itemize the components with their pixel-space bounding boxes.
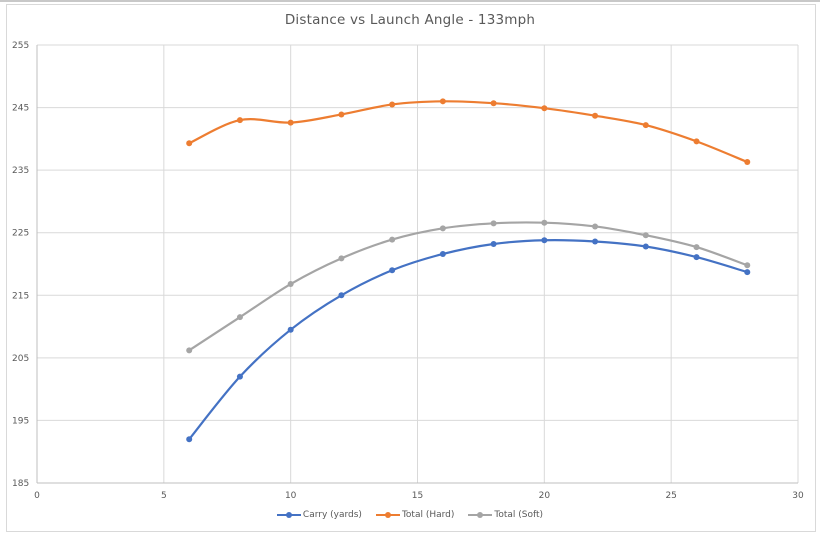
data-point-marker[interactable] <box>592 238 599 245</box>
series-line <box>188 238 748 440</box>
x-tick-label: 10 <box>285 491 297 501</box>
data-point-marker[interactable] <box>186 140 193 147</box>
chart-area[interactable] <box>6 4 816 532</box>
data-point-marker[interactable] <box>338 292 345 299</box>
data-point-marker[interactable] <box>693 138 700 145</box>
data-point-marker[interactable] <box>693 244 700 251</box>
legend-item[interactable]: Total (Hard) <box>375 510 455 520</box>
legend-label: Total (Soft) <box>494 510 544 520</box>
data-point-marker[interactable] <box>642 122 649 129</box>
series-line <box>188 100 748 164</box>
data-point-marker[interactable] <box>236 373 243 380</box>
x-axis-tick-labels: 0 5 10 15 20 25 30 <box>34 491 804 501</box>
data-point-marker[interactable] <box>693 254 700 261</box>
data-point-marker[interactable] <box>186 347 193 354</box>
data-point-marker[interactable] <box>541 105 548 112</box>
series-carry-yards[interactable] <box>186 237 751 443</box>
data-point-marker[interactable] <box>439 250 446 257</box>
data-point-marker[interactable] <box>389 236 396 243</box>
data-point-marker[interactable] <box>439 225 446 232</box>
data-point-marker[interactable] <box>490 240 497 247</box>
legend-line-marker-icon <box>276 512 301 518</box>
y-tick-label: 245 <box>12 104 29 114</box>
x-tick-label: 30 <box>792 491 804 501</box>
data-point-marker[interactable] <box>744 269 751 276</box>
data-point-marker[interactable] <box>389 267 396 274</box>
series-total-soft[interactable] <box>186 219 751 354</box>
y-tick-label: 195 <box>12 416 29 426</box>
y-tick-label: 185 <box>12 479 29 489</box>
legend-line-marker-icon <box>468 512 493 518</box>
data-point-marker[interactable] <box>287 281 294 288</box>
data-point-marker[interactable] <box>236 117 243 124</box>
x-tick-label: 20 <box>539 491 551 501</box>
legend-item[interactable]: Carry (yards) <box>276 510 362 520</box>
data-point-marker[interactable] <box>236 314 243 321</box>
x-tick-label: 15 <box>412 491 423 501</box>
data-point-marker[interactable] <box>287 326 294 333</box>
series-total-hard[interactable] <box>186 98 751 166</box>
data-point-marker[interactable] <box>592 223 599 230</box>
window-top-edge <box>0 0 820 2</box>
legend-line-marker-icon <box>375 512 400 518</box>
data-point-marker[interactable] <box>744 262 751 269</box>
data-point-marker[interactable] <box>642 232 649 239</box>
data-point-marker[interactable] <box>186 436 193 443</box>
y-tick-label: 225 <box>12 229 29 239</box>
y-tick-label: 235 <box>12 166 29 176</box>
data-point-marker[interactable] <box>541 219 548 226</box>
x-tick-label: 0 <box>34 491 40 501</box>
data-point-marker[interactable] <box>744 159 751 166</box>
data-point-marker[interactable] <box>642 243 649 250</box>
data-point-marker[interactable] <box>490 100 497 107</box>
chart-title: Distance vs Launch Angle - 133mph <box>284 12 536 28</box>
legend-label: Carry (yards) <box>302 510 362 520</box>
data-point-marker[interactable] <box>338 255 345 262</box>
data-point-marker[interactable] <box>389 101 396 108</box>
y-tick-label: 255 <box>12 41 29 51</box>
data-point-marker[interactable] <box>338 111 345 118</box>
legend-label: Total (Hard) <box>401 510 455 520</box>
y-tick-label: 205 <box>12 354 29 364</box>
x-tick-label: 25 <box>665 491 676 501</box>
y-axis-tick-labels: 185 195 205 215 225 235 245 255 <box>12 41 29 489</box>
data-point-marker[interactable] <box>592 112 599 119</box>
data-point-marker[interactable] <box>439 98 446 105</box>
series-line <box>188 221 748 352</box>
data-point-marker[interactable] <box>287 119 294 126</box>
gridlines <box>36 44 799 484</box>
y-tick-label: 215 <box>12 291 29 301</box>
chart-legend: Carry (yards) Total (Hard) Total (Soft) <box>0 510 820 520</box>
data-point-marker[interactable] <box>541 237 548 244</box>
legend-item[interactable]: Total (Soft) <box>468 510 543 520</box>
x-tick-label: 5 <box>161 491 167 501</box>
data-series <box>186 98 751 443</box>
data-point-marker[interactable] <box>490 220 497 227</box>
